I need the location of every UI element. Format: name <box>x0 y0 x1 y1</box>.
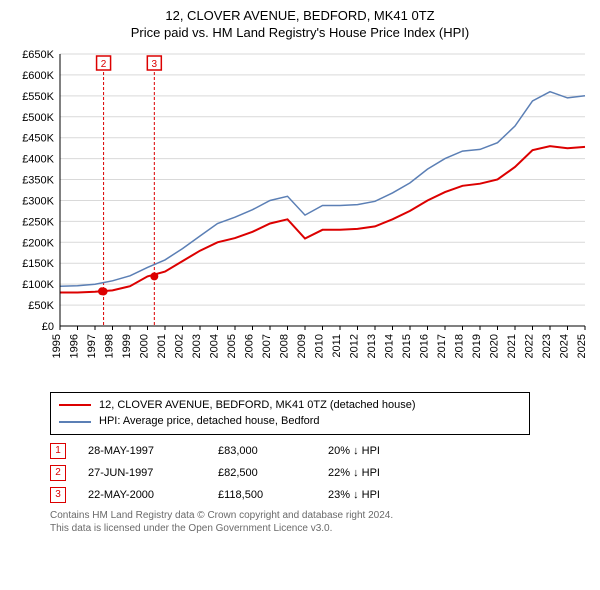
x-tick-label: 2002 <box>174 334 186 358</box>
x-tick-label: 2008 <box>279 334 291 358</box>
x-tick-label: 2005 <box>226 334 238 358</box>
event-date: 27-JUN-1997 <box>88 467 218 479</box>
line-chart: £0 £50K £100K £150K £200K £250K £300K £350K £400… <box>10 46 590 386</box>
x-tick-label: 2001 <box>156 334 168 358</box>
series-property <box>60 146 585 292</box>
legend-item: HPI: Average price, detached house, Bedf… <box>59 413 521 430</box>
footer-line-2: This data is licensed under the Open Gov… <box>50 522 590 535</box>
event-marker: 3 <box>50 487 66 503</box>
x-tick-label: 2009 <box>296 334 308 358</box>
x-tick-label: 2003 <box>191 334 203 358</box>
y-tick-label: £600K <box>22 70 54 82</box>
event-marker: 1 <box>50 443 66 459</box>
x-tick-label: 2013 <box>366 334 378 358</box>
event-price: £83,000 <box>218 445 328 457</box>
x-tick-label: 2017 <box>436 334 448 358</box>
x-tick-label: 2018 <box>454 334 466 358</box>
y-tick-label: £350K <box>22 174 54 186</box>
y-tick-label: £450K <box>22 133 54 145</box>
y-tick-label: £550K <box>22 91 54 103</box>
x-tick-label: 2004 <box>209 334 221 358</box>
y-tick-label: £250K <box>22 216 54 228</box>
sale-events: 1 28-MAY-1997£83,00020% ↓ HPI 2 27-JUN-1997… <box>50 443 590 503</box>
series-hpi <box>60 92 585 287</box>
y-tick-label: £100K <box>22 279 54 291</box>
y-tick-label: £500K <box>22 112 54 124</box>
x-tick-label: 2011 <box>331 334 343 358</box>
x-tick-label: 2014 <box>384 334 396 358</box>
legend-label: 12, CLOVER AVENUE, BEDFORD, MK41 0TZ (de… <box>99 397 415 414</box>
x-tick-label: 2010 <box>314 334 326 358</box>
x-tick-label: 2023 <box>541 334 553 358</box>
x-tick-label: 2025 <box>576 334 588 358</box>
x-tick-label: 1995 <box>51 334 63 358</box>
y-tick-label: £400K <box>22 154 54 166</box>
legend-label: HPI: Average price, detached house, Bedf… <box>99 413 320 430</box>
legend-swatch <box>59 421 91 423</box>
event-row: 2 27-JUN-1997£82,50022% ↓ HPI <box>50 465 590 481</box>
event-date: 22-MAY-2000 <box>88 489 218 501</box>
x-tick-label: 1998 <box>104 334 116 358</box>
event-date: 28-MAY-1997 <box>88 445 218 457</box>
event-marker: 2 <box>50 465 66 481</box>
y-tick-label: £150K <box>22 258 54 270</box>
container: 12, CLOVER AVENUE, BEDFORD, MK41 0TZ Pri… <box>0 0 600 541</box>
event-delta: 22% ↓ HPI <box>328 467 380 479</box>
x-tick-label: 2012 <box>349 334 361 358</box>
y-tick-label: £0 <box>42 321 54 333</box>
x-tick-label: 2016 <box>419 334 431 358</box>
y-tick-label: £650K <box>22 49 54 61</box>
event-price: £82,500 <box>218 467 328 479</box>
y-tick-label: £300K <box>22 195 54 207</box>
x-tick-label: 1997 <box>86 334 98 358</box>
event-row: 1 28-MAY-1997£83,00020% ↓ HPI <box>50 443 590 459</box>
footer-attribution: Contains HM Land Registry data © Crown c… <box>50 509 590 535</box>
event-row: 3 22-MAY-2000£118,50023% ↓ HPI <box>50 487 590 503</box>
x-tick-label: 2000 <box>139 334 151 358</box>
footer-line-1: Contains HM Land Registry data © Crown c… <box>50 509 590 522</box>
x-tick-label: 1999 <box>121 334 133 358</box>
y-tick-label: £200K <box>22 237 54 249</box>
sale-point <box>100 287 108 295</box>
x-tick-label: 1996 <box>69 334 81 358</box>
x-tick-label: 2006 <box>244 334 256 358</box>
legend-item: 12, CLOVER AVENUE, BEDFORD, MK41 0TZ (de… <box>59 397 521 414</box>
x-tick-label: 2024 <box>559 334 571 358</box>
legend: 12, CLOVER AVENUE, BEDFORD, MK41 0TZ (de… <box>50 392 530 435</box>
y-tick-label: £50K <box>28 300 54 312</box>
event-delta: 20% ↓ HPI <box>328 445 380 457</box>
event-delta: 23% ↓ HPI <box>328 489 380 501</box>
annotation-marker: 2 <box>101 59 107 70</box>
chart-subtitle: Price paid vs. HM Land Registry's House … <box>10 25 590 40</box>
chart-title: 12, CLOVER AVENUE, BEDFORD, MK41 0TZ <box>10 8 590 25</box>
x-tick-label: 2022 <box>524 334 536 358</box>
annotation-marker: 3 <box>152 59 158 70</box>
event-price: £118,500 <box>218 489 328 501</box>
x-tick-label: 2015 <box>401 334 413 358</box>
x-tick-label: 2019 <box>471 334 483 358</box>
x-tick-label: 2021 <box>506 334 518 358</box>
legend-swatch <box>59 404 91 406</box>
x-tick-label: 2007 <box>261 334 273 358</box>
x-tick-label: 2020 <box>489 334 501 358</box>
sale-point <box>150 272 158 280</box>
